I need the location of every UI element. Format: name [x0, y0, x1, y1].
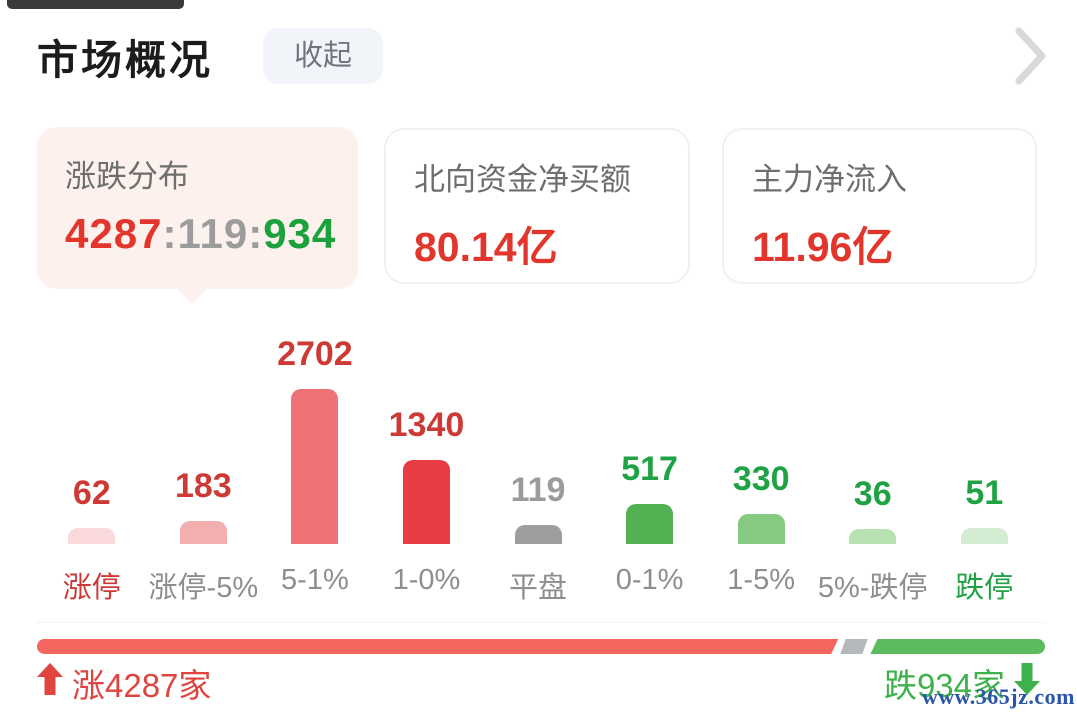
bar-value-label: 1340: [388, 406, 465, 444]
bar[interactable]: [737, 514, 785, 544]
bar-category-label: 5-1%: [281, 564, 349, 596]
bar-column[interactable]: 119: [482, 471, 594, 544]
chevron-right-icon[interactable]: [1015, 27, 1047, 85]
card-updown-distribution[interactable]: 涨跌分布 4287:119:934: [37, 127, 358, 304]
bar-column[interactable]: 330: [705, 460, 817, 544]
bar[interactable]: [68, 528, 116, 544]
bar-category-label: 涨停: [62, 572, 121, 604]
bar-column[interactable]: 2702: [259, 335, 371, 544]
bar-value-label: 330: [732, 460, 790, 498]
card-title: 主力净流入: [752, 162, 907, 197]
fall-summary: 跌934家: [884, 659, 1040, 707]
page-title: 市场概况: [37, 37, 213, 83]
northbound-value: 80.14亿: [414, 224, 558, 270]
bar-category-label: 1-5%: [727, 564, 795, 596]
fall-count-label: 跌934家: [883, 667, 1005, 704]
footer: 涨4287家 跌934家: [37, 659, 1040, 707]
collapse-button[interactable]: 收起: [263, 28, 384, 84]
distribution-ratio: 4287:119:934: [65, 210, 335, 258]
rise-summary: 涨4287家: [37, 659, 211, 707]
bar-category-label: 1-0%: [392, 564, 461, 596]
bar[interactable]: [849, 529, 897, 544]
bar-column[interactable]: 1340: [371, 406, 483, 544]
bar-value-label: 119: [510, 471, 566, 509]
bar[interactable]: [291, 389, 339, 544]
card-pointer-tail: [175, 270, 209, 304]
separator: :: [248, 210, 264, 257]
progress-rise-segment: [37, 639, 838, 654]
bar[interactable]: [179, 521, 227, 544]
bar-category-label: 跌停: [955, 572, 1014, 604]
separator: :: [162, 210, 178, 257]
bar[interactable]: [626, 504, 674, 544]
bar[interactable]: [514, 525, 562, 544]
bar-column[interactable]: 62: [36, 474, 148, 544]
rise-count: 4287: [65, 210, 163, 257]
bar-value-label: 183: [174, 467, 232, 505]
card-title: 涨跌分布: [65, 159, 189, 194]
bar-column[interactable]: 183: [148, 467, 260, 544]
bar-column[interactable]: 36: [817, 475, 929, 544]
watermark: www.365jz.com: [921, 684, 1075, 709]
bar-category-label: 0-1%: [615, 564, 684, 596]
bar[interactable]: [402, 460, 450, 544]
rise-fall-progress-bar: [37, 639, 1045, 654]
bar-value-label: 62: [72, 474, 111, 512]
progress-flat-segment: [840, 639, 869, 654]
bar-category-label: 涨停-5%: [148, 572, 259, 604]
bar-column[interactable]: 51: [929, 474, 1041, 544]
flat-count: 119: [177, 210, 249, 257]
cropped-top-bar: [7, 0, 184, 9]
bar-value-label: 517: [621, 450, 678, 488]
bar-column[interactable]: 517: [594, 450, 706, 544]
bar-category-row: 涨停 涨停-5% 5-1% 1-0% 平盘 0-1% 1-5% 5%-跌停 跌停: [36, 564, 1040, 606]
bar-category-label: 5%-跌停: [817, 572, 928, 604]
card-title: 北向资金净买额: [414, 162, 631, 197]
bar[interactable]: [960, 528, 1008, 544]
up-arrow-icon: [37, 663, 63, 703]
updown-bar-chart: 62 183 2702 1340 119 517 330: [36, 332, 1040, 544]
bar-value-label: 36: [853, 475, 892, 513]
fall-count: 934: [263, 210, 337, 257]
bar-category-label: 平盘: [509, 572, 568, 604]
progress-fall-segment: [870, 639, 1045, 654]
card-northbound-funds[interactable]: 北向资金净买额 80.14亿: [384, 128, 690, 284]
bar-value-label: 2702: [277, 335, 353, 373]
card-main-net-inflow[interactable]: 主力净流入 11.96亿: [722, 128, 1037, 284]
main-inflow-value: 11.96亿: [752, 224, 894, 270]
header: 市场概况 收起: [37, 24, 1047, 88]
rise-count-label: 涨4287家: [72, 667, 212, 704]
divider: [36, 622, 1045, 623]
down-arrow-icon: [1014, 663, 1040, 703]
bar-value-label: 51: [965, 474, 1004, 512]
